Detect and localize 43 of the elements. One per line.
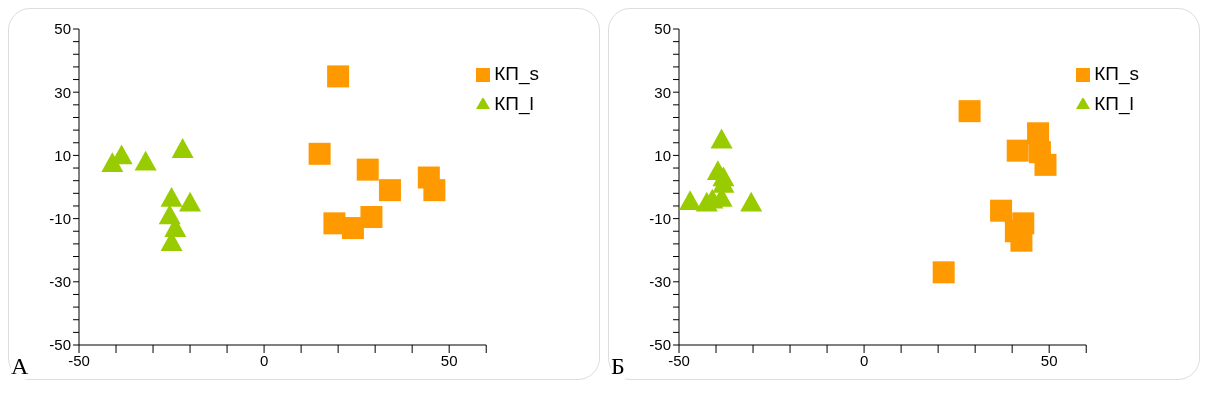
x-tick-label: -50 — [68, 351, 90, 369]
y-tick-label: 30 — [54, 83, 71, 101]
legend-label: КП_s — [1094, 63, 1139, 84]
x-tick-label: 0 — [259, 351, 269, 369]
text: Б — [611, 353, 625, 379]
y-tick-label: 30 — [654, 83, 671, 101]
point — [423, 179, 446, 202]
point — [179, 191, 202, 212]
point — [1006, 139, 1029, 162]
point — [134, 150, 157, 171]
y-tick-label: -50 — [49, 336, 71, 354]
point — [356, 158, 379, 181]
y-tick-label: 50 — [54, 20, 71, 38]
point — [679, 190, 702, 211]
x-tick-label: 0 — [859, 351, 869, 369]
legend-label: КП_l — [1094, 93, 1134, 114]
x-tick-label: 50 — [440, 351, 458, 369]
x-tick-label: -50 — [668, 351, 690, 369]
point — [327, 65, 350, 88]
point — [990, 199, 1013, 222]
y-tick-label: -10 — [649, 209, 671, 227]
legend-label: КП_l — [494, 93, 534, 114]
point — [308, 142, 331, 165]
point — [1034, 153, 1057, 176]
point — [958, 100, 981, 123]
point — [171, 138, 194, 158]
point — [341, 217, 364, 240]
y-tick-label: -10 — [49, 209, 71, 227]
point — [378, 179, 401, 202]
y-tick-label: 50 — [654, 20, 671, 38]
point — [360, 206, 383, 229]
y-tick-label: -50 — [649, 336, 671, 354]
point — [932, 261, 955, 284]
point — [710, 128, 733, 149]
point — [740, 191, 763, 212]
point — [160, 187, 183, 207]
y-tick-label: -30 — [649, 273, 671, 291]
y-tick-label: 10 — [54, 146, 71, 164]
y-tick-label: -30 — [49, 273, 71, 291]
text: А — [11, 353, 29, 379]
y-tick-label: 10 — [654, 146, 671, 164]
legend-label: КП_s — [494, 63, 539, 84]
x-tick-label: 50 — [1040, 351, 1058, 369]
